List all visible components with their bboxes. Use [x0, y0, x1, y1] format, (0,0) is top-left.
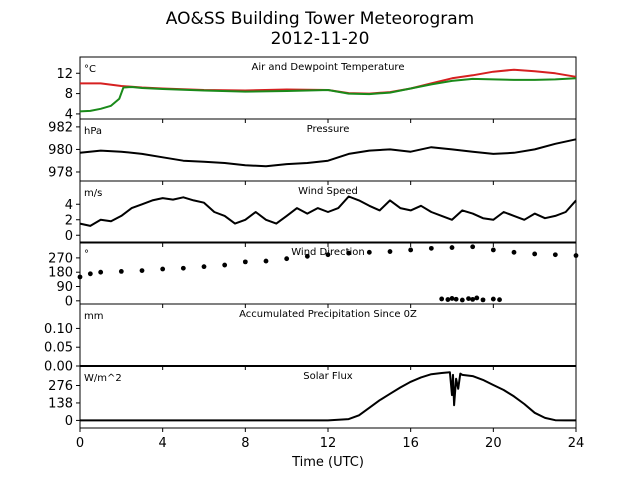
x-tick-label: 0 — [76, 436, 84, 451]
panel-6: 0 138 276 W/m^2 Solar Flux — [48, 365, 577, 432]
figure-title: AO&SS Building Tower Meteorogram — [166, 9, 474, 29]
y-tick-label: 180 — [48, 266, 73, 281]
unit-label: W/m^2 — [84, 373, 122, 384]
x-tick-label: 8 — [241, 436, 249, 451]
data-point — [77, 274, 83, 280]
data-point — [263, 258, 269, 264]
unit-label: hPa — [84, 126, 102, 137]
panel-1: 4 8 12 °C Air and Dewpoint Temperature — [56, 56, 577, 123]
data-point — [511, 249, 517, 255]
y-tick-label: 4 — [65, 198, 73, 213]
y-tick-label: 0 — [65, 294, 73, 309]
x-tick-label: 24 — [568, 436, 585, 451]
panel-title: Wind Speed — [298, 186, 358, 197]
data-point — [304, 253, 310, 259]
y-tick-label: 138 — [48, 396, 73, 411]
data-point — [497, 297, 502, 303]
unit-label: mm — [84, 311, 103, 322]
y-tick-label: 90 — [56, 280, 73, 295]
series-line-1 — [79, 195, 577, 227]
y-tick-label: 980 — [48, 143, 73, 158]
y-tick-label: 978 — [48, 165, 73, 180]
series-line-1 — [80, 371, 576, 422]
data-point — [222, 262, 228, 268]
data-point — [552, 252, 558, 258]
y-tick-label: 2 — [65, 213, 73, 228]
x-tick-label: 20 — [485, 436, 502, 451]
unit-label: ° — [84, 249, 89, 260]
data-point — [284, 256, 290, 262]
data-point — [474, 295, 480, 301]
unit-label: °C — [84, 64, 96, 75]
data-point — [87, 271, 93, 277]
x-tick-label: 4 — [159, 436, 167, 451]
panel-title: Solar Flux — [303, 371, 353, 382]
data-point — [346, 250, 352, 256]
data-point — [366, 249, 372, 255]
data-point — [573, 253, 579, 258]
series-line-2 — [79, 77, 577, 113]
data-point — [453, 296, 459, 302]
y-tick-label: 4 — [65, 107, 73, 122]
data-point — [470, 296, 476, 302]
data-point — [490, 247, 496, 253]
data-point — [490, 296, 496, 302]
panels-group: 4 8 12 °C Air and Dewpoint Temperature 978 980… — [44, 56, 579, 432]
data-point — [387, 249, 393, 254]
data-point — [180, 265, 186, 271]
data-point — [160, 266, 166, 272]
unit-label: m/s — [84, 188, 102, 199]
data-point — [466, 296, 471, 301]
data-point — [428, 245, 434, 251]
data-point — [449, 296, 455, 301]
y-tick-label: 12 — [56, 67, 73, 82]
y-tick-label: 0 — [65, 414, 73, 429]
y-tick-label: 982 — [48, 120, 73, 135]
y-tick-label: 0.00 — [44, 360, 73, 375]
y-tick-label: 276 — [48, 379, 73, 394]
figure-date: 2012-11-20 — [271, 29, 370, 49]
data-point — [118, 269, 124, 274]
y-tick-label: 270 — [48, 251, 73, 266]
series-line-1 — [79, 138, 577, 168]
data-point — [532, 251, 538, 257]
panel-3: 024 m/s Wind Speed — [65, 180, 577, 247]
y-tick-label: 0 — [65, 229, 73, 244]
data-point — [139, 268, 145, 274]
x-tick-label: 16 — [402, 436, 419, 451]
panel-title: Accumulated Precipitation Since 0Z — [239, 309, 417, 320]
panel-2: 978 980 982 hPa Pressure — [48, 118, 577, 185]
data-point — [242, 259, 248, 265]
data-point — [201, 264, 207, 270]
data-point — [480, 297, 486, 303]
data-point — [470, 244, 476, 250]
x-tick-label: 12 — [320, 436, 337, 451]
data-point — [98, 269, 104, 275]
x-axis-label: Time (UTC) — [291, 455, 364, 470]
y-tick-label: 8 — [65, 87, 73, 102]
data-point — [445, 297, 451, 302]
data-point — [449, 245, 455, 250]
x-axis: 0 4 8 12 16 20 24 — [76, 436, 584, 451]
data-point — [459, 297, 465, 303]
data-point — [325, 252, 331, 258]
y-tick-label: 0.10 — [44, 322, 73, 337]
panel-title: Air and Dewpoint Temperature — [252, 62, 405, 73]
panel-title: Pressure — [307, 124, 350, 135]
data-point — [439, 296, 445, 302]
data-point — [408, 247, 414, 253]
y-tick-label: 0.05 — [44, 341, 73, 356]
